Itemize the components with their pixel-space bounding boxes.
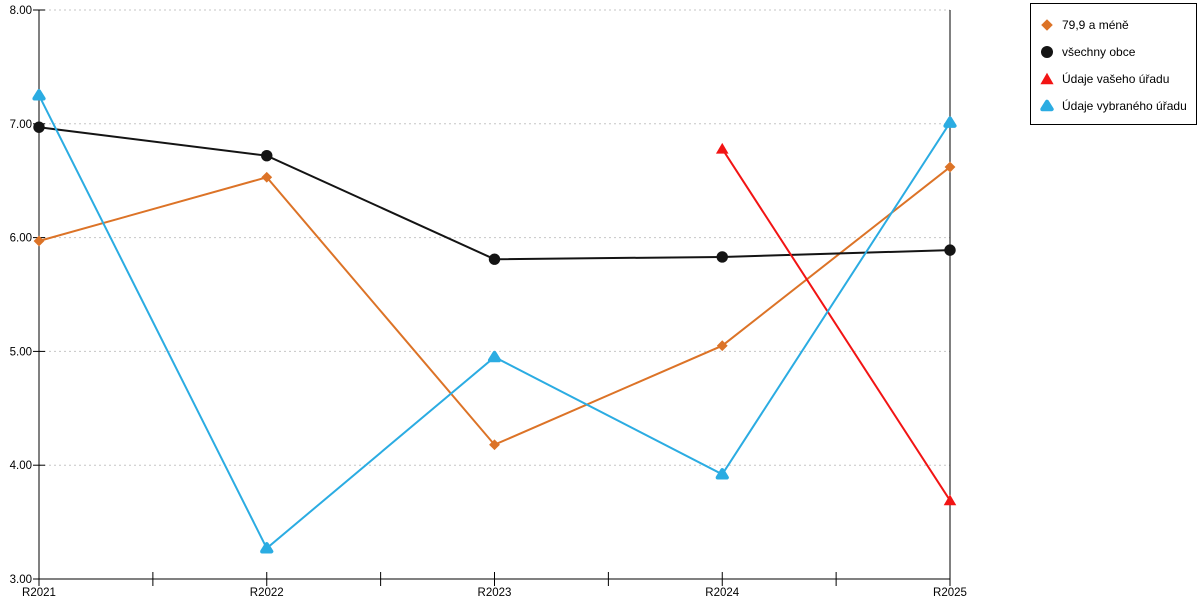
y-tick-label: 7.00 — [10, 119, 32, 131]
series-line — [721, 148, 951, 502]
y-tick-label: 6.00 — [10, 233, 32, 245]
legend: 79,9 a méně všechny obce Údaje vašeho úř… — [1030, 3, 1197, 125]
y-tick-label: 8.00 — [10, 5, 32, 17]
x-tick-label: R2024 — [705, 587, 739, 599]
legend-item-label: všechny obce — [1062, 44, 1136, 59]
series-line — [38, 166, 951, 446]
data-point-diamond — [33, 235, 45, 247]
data-point-diamond — [944, 161, 956, 173]
legend-item: Údaje vybraného úřadu — [1040, 92, 1192, 119]
legend-item: Údaje vašeho úřadu — [1040, 65, 1192, 92]
legend-item-label: Údaje vybraného úřadu — [1062, 98, 1187, 113]
x-tick-label: R2025 — [933, 587, 967, 599]
legend-marker-diamond-icon — [1041, 18, 1053, 31]
x-tick-label: R2021 — [22, 587, 56, 599]
data-point-circle — [944, 244, 956, 256]
y-tick-label: 4.00 — [10, 460, 32, 472]
legend-item: 79,9 a méně — [1040, 11, 1192, 38]
legend-marker-triangle-icon — [1040, 72, 1054, 84]
y-tick-label: 3.00 — [10, 574, 32, 586]
data-point-diamond — [716, 340, 728, 352]
x-tick-label: R2022 — [250, 587, 284, 599]
data-point-rounded-triangle — [32, 89, 46, 101]
legend-marker-rounded-triangle-icon — [1040, 99, 1054, 111]
y-tick-label: 5.00 — [10, 346, 32, 358]
data-point-diamond — [261, 171, 273, 183]
data-point-circle — [716, 251, 728, 263]
data-point-triangle — [715, 142, 729, 154]
data-point-diamond — [489, 439, 500, 451]
data-point-circle — [33, 121, 45, 133]
data-point-rounded-triangle — [943, 116, 957, 128]
legend-item: všechny obce — [1040, 38, 1192, 65]
legend-item-label: Údaje vašeho úřadu — [1062, 71, 1170, 86]
data-point-rounded-triangle — [487, 350, 502, 363]
data-point-circle — [488, 253, 501, 265]
x-tick-label: R2023 — [478, 587, 512, 599]
data-point-rounded-triangle — [715, 468, 729, 480]
legend-marker-circle-icon — [1041, 45, 1053, 58]
data-point-rounded-triangle — [260, 542, 274, 554]
data-point-circle — [261, 149, 273, 162]
data-point-triangle — [943, 494, 957, 506]
series-line — [38, 94, 951, 550]
series-line — [38, 126, 951, 261]
legend-item-label: 79,9 a méně — [1062, 17, 1129, 32]
